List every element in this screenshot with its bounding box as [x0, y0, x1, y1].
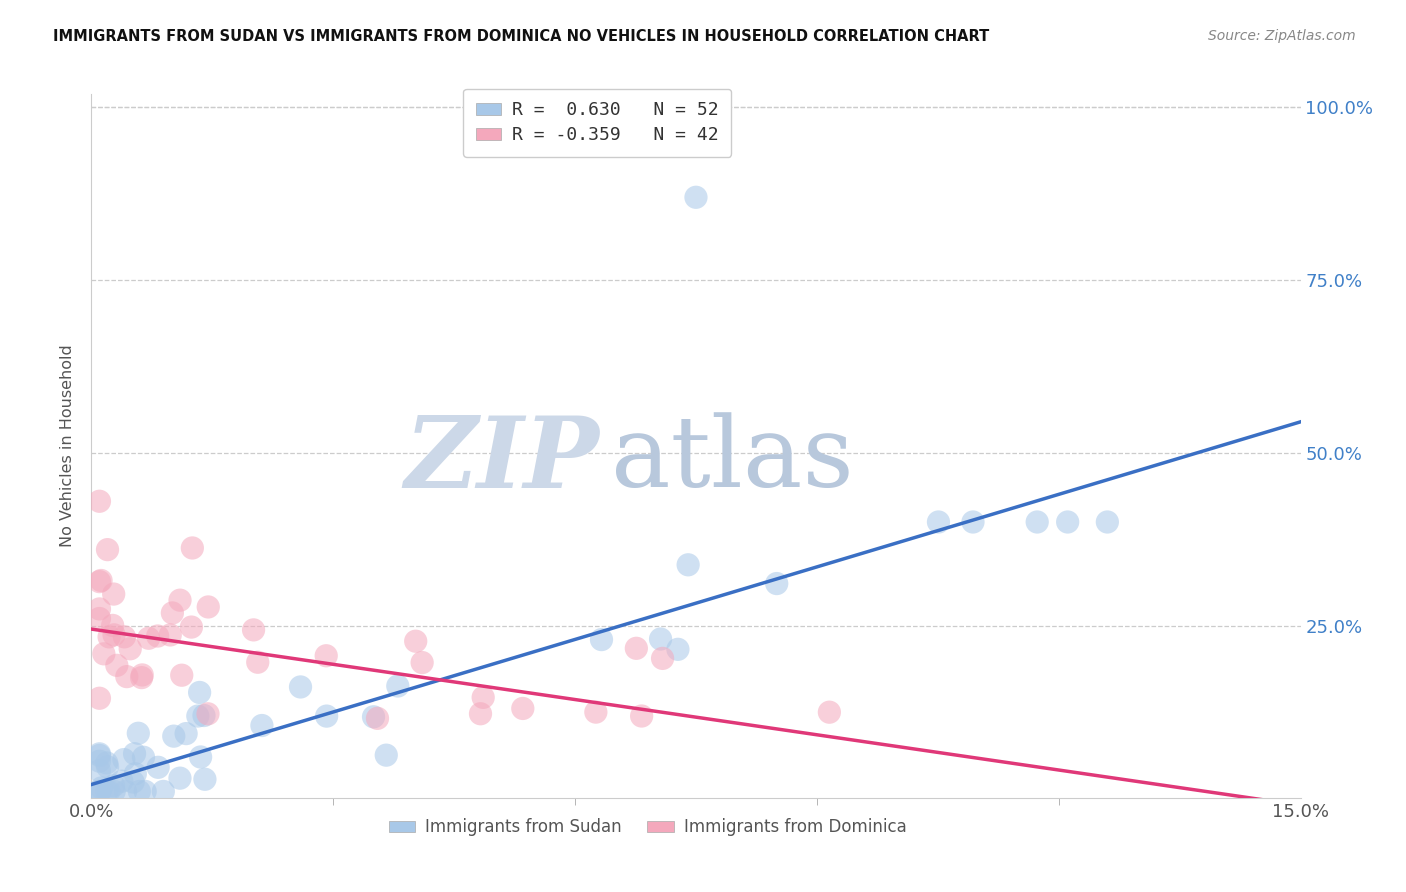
Point	[405, 634, 427, 648]
Point	[127, 726, 149, 740]
Point	[89, 784, 111, 798]
Point	[169, 593, 191, 607]
Point	[1056, 515, 1078, 529]
Point	[90, 574, 112, 588]
Point	[134, 784, 156, 798]
Point	[585, 705, 607, 719]
Point	[101, 618, 124, 632]
Point	[103, 779, 125, 793]
Point	[375, 748, 398, 763]
Point	[180, 620, 202, 634]
Point	[181, 541, 204, 555]
Point	[363, 710, 385, 724]
Point	[962, 515, 984, 529]
Point	[630, 709, 652, 723]
Point	[159, 628, 181, 642]
Point	[98, 630, 121, 644]
Point	[651, 651, 673, 665]
Point	[128, 784, 150, 798]
Point	[89, 691, 111, 706]
Point	[120, 641, 142, 656]
Point	[190, 750, 212, 764]
Point	[666, 642, 689, 657]
Point	[89, 764, 111, 778]
Point	[162, 606, 184, 620]
Point	[131, 671, 153, 685]
Point	[387, 679, 409, 693]
Point	[105, 658, 128, 673]
Point	[103, 784, 125, 798]
Point	[114, 784, 136, 798]
Y-axis label: No Vehicles in Household: No Vehicles in Household	[60, 344, 76, 548]
Point	[124, 766, 146, 780]
Point	[146, 760, 169, 774]
Point	[89, 784, 111, 798]
Point	[89, 784, 111, 798]
Point	[89, 748, 111, 763]
Point	[96, 760, 118, 774]
Point	[111, 774, 134, 789]
Point	[96, 542, 118, 557]
Point	[89, 754, 111, 768]
Point	[1026, 515, 1049, 529]
Point	[96, 784, 118, 798]
Point	[765, 576, 787, 591]
Point	[146, 629, 169, 643]
Point	[163, 729, 186, 743]
Point	[411, 656, 433, 670]
Point	[89, 494, 111, 508]
Point	[242, 623, 264, 637]
Point	[676, 558, 699, 572]
Point	[89, 574, 111, 589]
Point	[170, 668, 193, 682]
Point	[512, 701, 534, 715]
Point	[197, 706, 219, 721]
Point	[472, 690, 495, 705]
Legend: Immigrants from Sudan, Immigrants from Dominica: Immigrants from Sudan, Immigrants from D…	[382, 812, 912, 843]
Point	[132, 750, 155, 764]
Point	[152, 784, 174, 798]
Point	[131, 668, 153, 682]
Point	[927, 515, 949, 529]
Point	[194, 772, 217, 787]
Point	[315, 648, 337, 663]
Point	[174, 726, 197, 740]
Point	[818, 705, 841, 719]
Point	[250, 718, 273, 732]
Point	[90, 780, 112, 795]
Point	[470, 706, 492, 721]
Point	[315, 709, 337, 723]
Point	[169, 771, 191, 785]
Text: IMMIGRANTS FROM SUDAN VS IMMIGRANTS FROM DOMINICA NO VEHICLES IN HOUSEHOLD CORRE: IMMIGRANTS FROM SUDAN VS IMMIGRANTS FROM…	[53, 29, 990, 44]
Point	[188, 685, 211, 699]
Point	[103, 587, 125, 601]
Point	[187, 709, 209, 723]
Text: Source: ZipAtlas.com: Source: ZipAtlas.com	[1208, 29, 1355, 43]
Point	[685, 190, 707, 204]
Point	[89, 747, 111, 761]
Point	[197, 599, 219, 614]
Point	[89, 611, 111, 625]
Point	[96, 756, 118, 770]
Point	[290, 680, 312, 694]
Point	[591, 632, 613, 647]
Point	[366, 711, 388, 725]
Point	[97, 784, 120, 798]
Point	[115, 670, 138, 684]
Point	[103, 628, 125, 642]
Point	[626, 641, 648, 656]
Text: ZIP: ZIP	[405, 412, 599, 508]
Point	[89, 602, 111, 616]
Point	[112, 630, 135, 644]
Text: atlas: atlas	[612, 412, 853, 508]
Point	[122, 775, 145, 789]
Point	[246, 655, 269, 669]
Point	[650, 632, 672, 646]
Point	[93, 647, 115, 661]
Point	[1097, 515, 1119, 529]
Point	[193, 708, 215, 723]
Point	[112, 753, 135, 767]
Point	[124, 747, 146, 761]
Point	[138, 632, 160, 646]
